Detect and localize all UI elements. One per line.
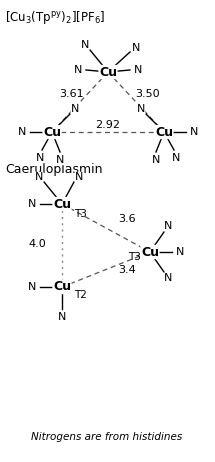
Text: T3: T3 <box>128 252 141 262</box>
Text: N: N <box>152 155 160 165</box>
Text: N: N <box>81 40 89 50</box>
Text: $\mathregular{[Cu_3(Tp^{py})_2][PF_6]}$: $\mathregular{[Cu_3(Tp^{py})_2][PF_6]}$ <box>5 9 105 26</box>
Text: N: N <box>172 153 180 163</box>
Text: Nitrogens are from histidines: Nitrogens are from histidines <box>31 432 183 442</box>
Text: N: N <box>18 127 26 137</box>
Text: Cu: Cu <box>53 280 71 293</box>
Text: 3.4: 3.4 <box>118 265 136 275</box>
Text: Cu: Cu <box>155 126 173 139</box>
Text: N: N <box>28 199 36 209</box>
Text: N: N <box>137 104 145 114</box>
Text: N: N <box>132 43 140 53</box>
Text: N: N <box>58 312 66 322</box>
Text: N: N <box>75 172 83 182</box>
Text: 3.6: 3.6 <box>118 214 136 224</box>
Text: N: N <box>36 153 44 163</box>
Text: T2: T2 <box>74 290 87 300</box>
Text: N: N <box>176 247 184 257</box>
Text: N: N <box>164 273 172 283</box>
Text: Cu: Cu <box>43 126 61 139</box>
Text: Cu: Cu <box>99 66 117 79</box>
Text: N: N <box>74 65 82 75</box>
Text: 3.50: 3.50 <box>136 89 160 99</box>
Text: Cu: Cu <box>141 245 159 259</box>
Text: N: N <box>56 155 64 165</box>
Text: 2.92: 2.92 <box>95 120 120 130</box>
Text: T3: T3 <box>74 209 87 219</box>
Text: 4.0: 4.0 <box>28 239 46 249</box>
Text: N: N <box>134 65 142 75</box>
Text: Cu: Cu <box>53 197 71 211</box>
Text: N: N <box>35 172 43 182</box>
Text: 3.61: 3.61 <box>60 89 84 99</box>
Text: N: N <box>190 127 198 137</box>
Text: N: N <box>28 282 36 292</box>
Text: N: N <box>164 221 172 231</box>
Text: Caeruloplasmin: Caeruloplasmin <box>5 163 103 176</box>
Text: N: N <box>71 104 79 114</box>
